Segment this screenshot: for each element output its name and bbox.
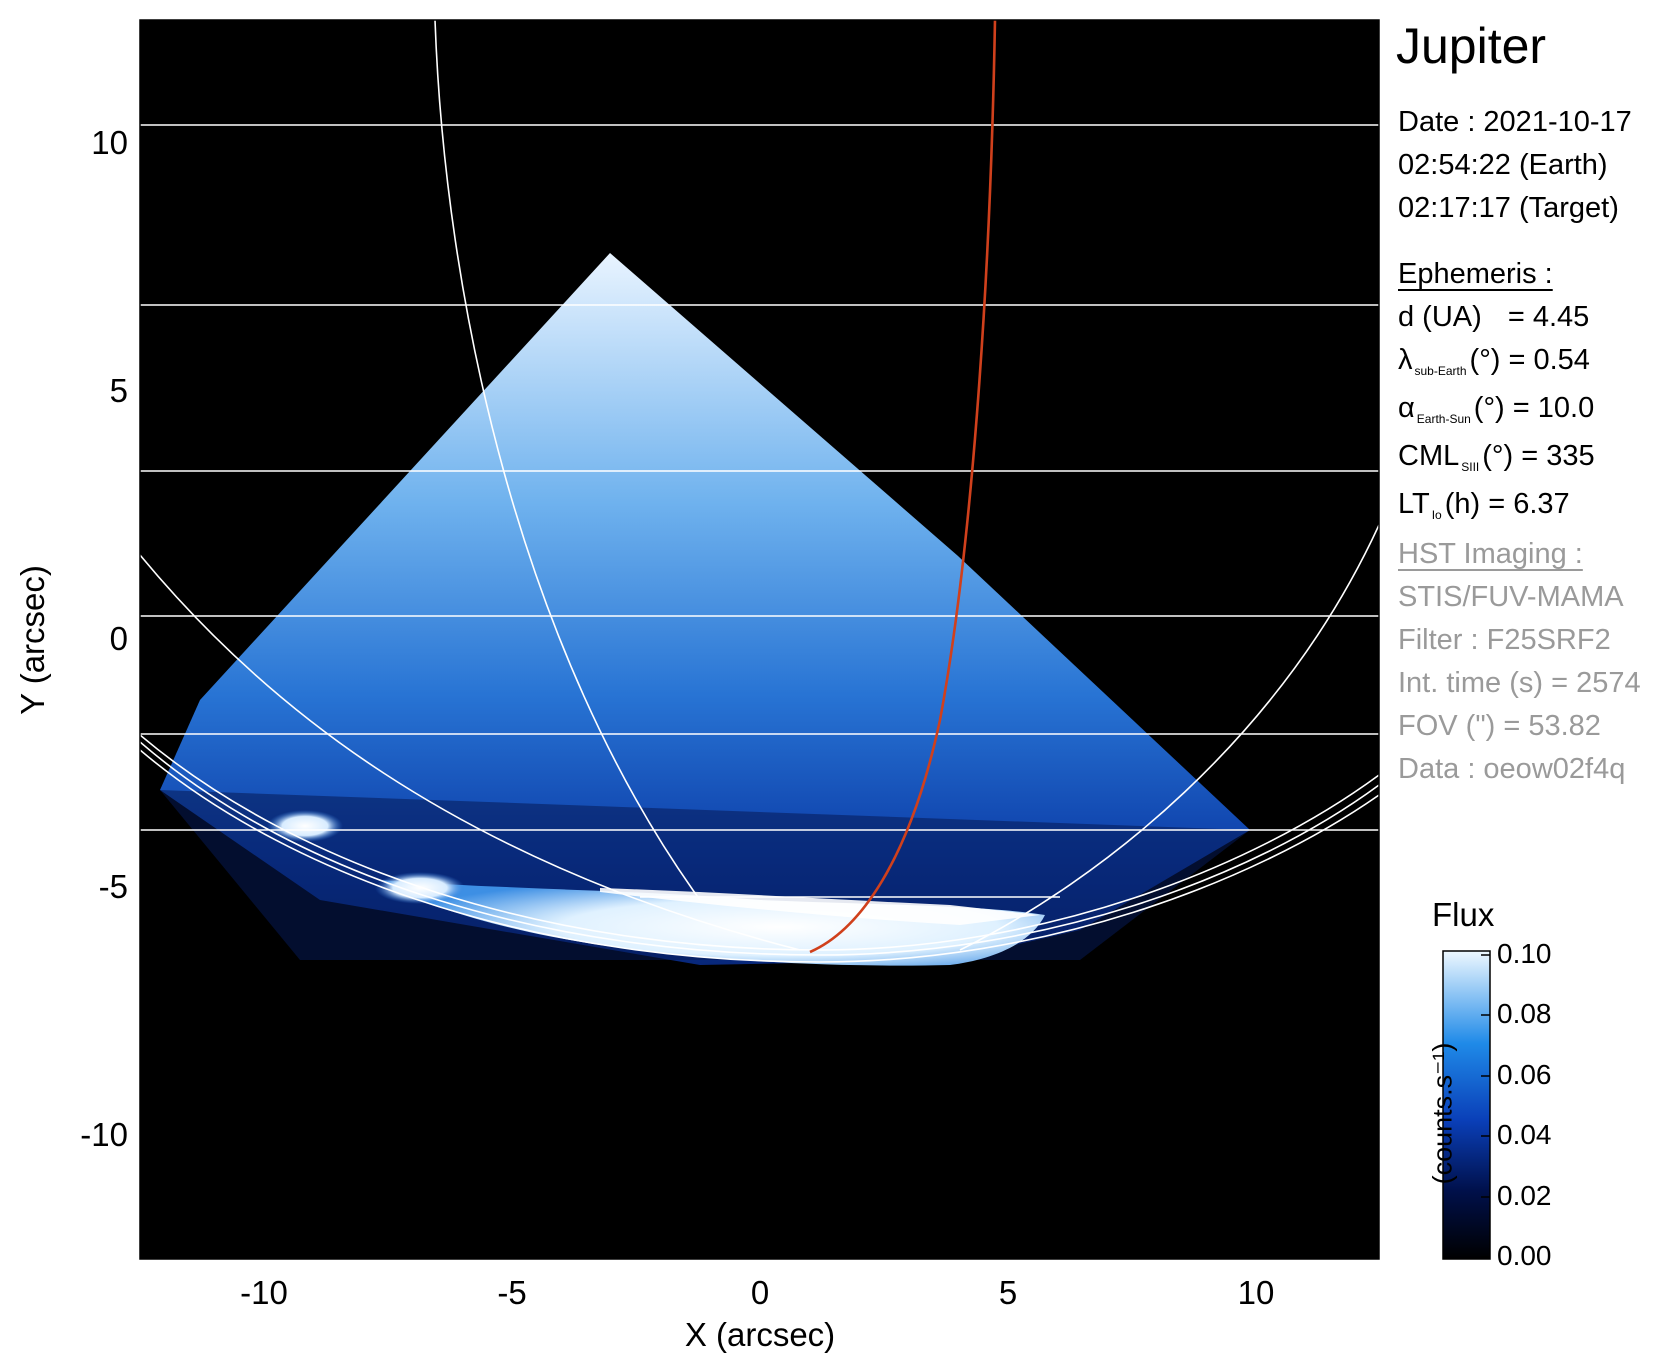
distance-value: = 4.45: [1507, 301, 1590, 333]
x-tick-label: 0: [751, 1274, 769, 1311]
auroral-spot-middle: [375, 872, 465, 904]
colorbar-tick-label: 0.10: [1497, 938, 1552, 969]
colorbar-tick-label: 0.06: [1497, 1059, 1552, 1090]
ephemeris-block: Ephemeris : d (UA) = 4.45 λ sub-Earth (°) …: [1398, 253, 1595, 531]
cml-subscript: SIII: [1461, 460, 1480, 474]
colorbar-unit: (counts.s⁻¹): [1427, 1042, 1458, 1185]
cml-row: CML SIII (°) = 335: [1398, 435, 1595, 483]
lambda-symbol: λ: [1398, 344, 1413, 376]
local-time-row: LT Io (h) = 6.37: [1398, 483, 1595, 531]
colorbar-tick-label: 0.02: [1497, 1180, 1552, 1211]
distance-row: d (UA) = 4.45: [1398, 296, 1595, 339]
earth-time: 02:54:22 (Earth): [1398, 149, 1608, 181]
filter: Filter : F25SRF2: [1398, 624, 1611, 656]
ephemeris-heading: Ephemeris :: [1398, 258, 1553, 290]
date-label: Date : 2021-10-17: [1398, 106, 1632, 138]
auroral-spot-left: [267, 810, 343, 842]
lt-symbol: LT: [1398, 488, 1430, 520]
y-tick-label: 10: [91, 124, 128, 161]
y-tick-label: 5: [110, 372, 128, 409]
target-time: 02:17:17 (Target): [1398, 192, 1619, 224]
alpha-symbol: α: [1398, 392, 1415, 424]
lt-subscript: Io: [1431, 508, 1442, 522]
hst-block: HST Imaging : STIS/FUV-MAMA Filter : F25…: [1398, 533, 1641, 791]
hst-heading: HST Imaging :: [1398, 538, 1583, 570]
y-axis-label: Y (arcsec): [14, 565, 51, 715]
colorbar-ticks: [1481, 954, 1490, 1258]
lt-value: (h) = 6.37: [1444, 488, 1570, 520]
x-tick-label: 5: [999, 1274, 1017, 1311]
x-axis: -10 -5 0 5 10: [240, 1274, 1274, 1311]
field-of-view: FOV (") = 53.82: [1398, 710, 1601, 742]
integration-time: Int. time (s) = 2574: [1398, 667, 1641, 699]
y-tick-label: -10: [80, 1116, 128, 1153]
data-id: Data : oeow02f4q: [1398, 753, 1626, 785]
alpha-value: (°) = 10.0: [1473, 392, 1595, 424]
planet-title: Jupiter: [1396, 18, 1547, 74]
y-axis: 10 5 0 -5 -10: [80, 124, 128, 1153]
lambda-value: (°) = 0.54: [1469, 344, 1590, 376]
x-tick-label: -10: [240, 1274, 288, 1311]
stis-field-of-view: [160, 253, 1250, 965]
distance-label: d (UA): [1398, 301, 1482, 333]
x-tick-label: 10: [1238, 1274, 1275, 1311]
cml-symbol: CML: [1398, 440, 1460, 472]
colorbar-title: Flux: [1432, 896, 1495, 933]
colorbar-tick-label: 0.04: [1497, 1119, 1552, 1150]
phase-angle-row: α Earth-Sun (°) = 10.0: [1398, 387, 1595, 435]
date-block: Date : 2021-10-17 02:54:22 (Earth) 02:17…: [1398, 101, 1632, 230]
sub-earth-latitude-row: λ sub-Earth (°) = 0.54: [1398, 339, 1595, 387]
colorbar-tick-label: 0.00: [1497, 1240, 1552, 1271]
io-footprint-line: [809, 20, 997, 954]
y-tick-label: -5: [99, 868, 128, 905]
y-tick-label: 0: [110, 620, 128, 657]
longitude-grid: [140, 20, 1379, 963]
latitude-grid: [140, 124, 1379, 898]
cml-value: (°) = 335: [1482, 440, 1595, 472]
lambda-subscript: sub-Earth: [1414, 364, 1467, 378]
plot-frame: [139, 19, 1380, 1260]
main-auroral-emission: [380, 880, 1045, 966]
instrument: STIS/FUV-MAMA: [1398, 581, 1624, 613]
alpha-subscript: Earth-Sun: [1416, 412, 1471, 426]
colorbar-tick-label: 0.08: [1497, 998, 1552, 1029]
colorbar: [1442, 950, 1491, 1260]
x-axis-label: X (arcsec): [685, 1316, 835, 1353]
x-tick-label: -5: [497, 1274, 526, 1311]
